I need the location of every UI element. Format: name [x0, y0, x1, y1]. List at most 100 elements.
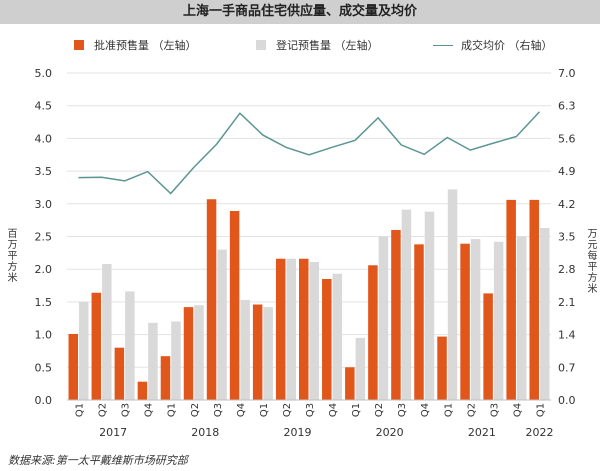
- bar-approved: [322, 279, 332, 400]
- y-tick-label-right: 6.3: [558, 100, 576, 113]
- bar-registered: [148, 322, 158, 400]
- bar-registered: [424, 211, 435, 400]
- bar-approved: [252, 304, 263, 400]
- bar-approved: [529, 199, 539, 400]
- y-axis-left-title: 百万平方米: [5, 228, 16, 283]
- x-year-label: 2021: [468, 426, 496, 439]
- y-tick-label-right: 0.7: [558, 361, 576, 374]
- x-tick-label: Q1: [259, 403, 270, 417]
- bar-registered: [79, 301, 89, 400]
- legend-swatch-registered: [256, 40, 266, 50]
- bar-registered: [493, 241, 504, 400]
- y-tick-label-left: 4.5: [35, 100, 53, 113]
- bar-approved: [91, 292, 102, 400]
- bar-approved: [275, 258, 286, 400]
- y-tick-label-right: 2.1: [558, 296, 576, 309]
- bar-approved: [229, 210, 240, 400]
- x-tick-label: Q1: [75, 403, 86, 417]
- x-tick-label: Q4: [512, 403, 523, 417]
- bar-registered: [401, 209, 412, 400]
- bar-approved: [68, 333, 79, 400]
- bar-approved: [345, 367, 355, 400]
- bar-approved: [368, 265, 378, 400]
- bar-registered: [447, 189, 458, 400]
- x-tick-label: Q3: [489, 403, 500, 417]
- bar-registered: [332, 273, 343, 400]
- legend-label-approved: 批准预售量 （左轴）: [94, 39, 197, 52]
- y-tick-label-left: 0.5: [35, 361, 53, 374]
- y-tick-label-left: 2.5: [35, 231, 53, 244]
- x-tick-label: Q3: [213, 403, 224, 417]
- x-tick-label: Q4: [144, 403, 155, 417]
- legend-swatch-approved: [74, 40, 84, 50]
- bar-registered: [539, 227, 550, 400]
- x-year-label: 2020: [376, 426, 404, 439]
- y-tick-label-right: 1.4: [558, 329, 576, 342]
- y-axis-right-title: 万元每平方米: [585, 228, 596, 294]
- bar-approved: [391, 229, 401, 400]
- x-tick-label: Q2: [98, 403, 109, 417]
- y-tick-label-left: 3.0: [35, 198, 53, 211]
- bar-approved: [506, 199, 516, 400]
- y-tick-label-left: 1.5: [35, 296, 53, 309]
- bar-registered: [378, 236, 389, 400]
- y-tick-label-left: 5.0: [35, 67, 53, 80]
- x-year-label: 2018: [191, 426, 219, 439]
- bar-registered: [102, 263, 112, 400]
- bar-registered: [194, 305, 204, 400]
- x-tick-label: Q2: [190, 403, 201, 417]
- line-avg-price: [78, 111, 541, 195]
- bar-approved: [460, 243, 470, 400]
- source-note: 数据来源:第一太平戴维斯市场研究部: [8, 454, 188, 467]
- y-tick-label-right: 7.0: [558, 67, 576, 80]
- y-tick-label-right: 2.8: [558, 263, 576, 276]
- x-tick-label: Q2: [374, 403, 385, 417]
- x-tick-label: Q4: [236, 403, 247, 417]
- y-tick-label-right: 5.6: [558, 132, 576, 145]
- bar-approved: [483, 293, 493, 400]
- bar-registered: [309, 262, 319, 400]
- x-year-label: 2022: [525, 426, 553, 439]
- x-tick-label: Q1: [535, 403, 546, 417]
- x-year-label: 2017: [99, 426, 127, 439]
- bar-registered: [217, 249, 227, 400]
- bar-approved: [137, 381, 148, 400]
- y-tick-label-right: 0.0: [558, 394, 576, 407]
- x-tick-label: Q3: [397, 403, 408, 417]
- x-tick-label: Q3: [305, 403, 316, 417]
- x-tick-label: Q1: [443, 403, 454, 417]
- bar-approved: [114, 347, 125, 400]
- x-tick-label: Q1: [167, 403, 178, 417]
- bar-approved: [183, 307, 194, 400]
- y-tick-label-left: 2.0: [35, 263, 53, 276]
- bar-approved: [299, 258, 309, 400]
- bar-registered: [286, 258, 296, 400]
- bar-approved: [160, 356, 171, 400]
- x-tick-label: Q4: [420, 403, 431, 417]
- legend-item-registered: 登记预售量 （左轴）: [256, 37, 379, 53]
- legend-item-approved: 批准预售量 （左轴）: [74, 37, 197, 53]
- y-tick-label-left: 0.0: [35, 394, 53, 407]
- bar-registered: [125, 291, 135, 400]
- legend-label-avg-price: 成交均价 （右轴）: [461, 39, 553, 52]
- y-tick-label-right: 4.9: [558, 165, 576, 178]
- bar-registered: [516, 236, 527, 400]
- chart-title: 上海一手商品住宅供应量、成交量及均价: [0, 0, 600, 24]
- bar-approved: [437, 336, 447, 400]
- x-tick-label: Q2: [466, 403, 477, 417]
- y-tick-label-left: 4.0: [35, 132, 53, 145]
- bar-approved: [414, 244, 424, 400]
- y-tick-label-left: 1.0: [35, 329, 53, 342]
- y-tick-label-right: 3.5: [558, 231, 576, 244]
- legend-label-registered: 登记预售量 （左轴）: [276, 39, 379, 52]
- x-tick-label: Q4: [328, 403, 339, 417]
- bar-registered: [355, 337, 366, 400]
- legend-swatch-avg-price: [433, 45, 453, 46]
- bar-registered: [171, 321, 181, 400]
- x-tick-label: Q3: [121, 403, 132, 417]
- bar-approved: [206, 199, 217, 400]
- x-year-label: 2019: [283, 426, 311, 439]
- bar-registered: [263, 307, 273, 400]
- bar-registered: [470, 239, 481, 400]
